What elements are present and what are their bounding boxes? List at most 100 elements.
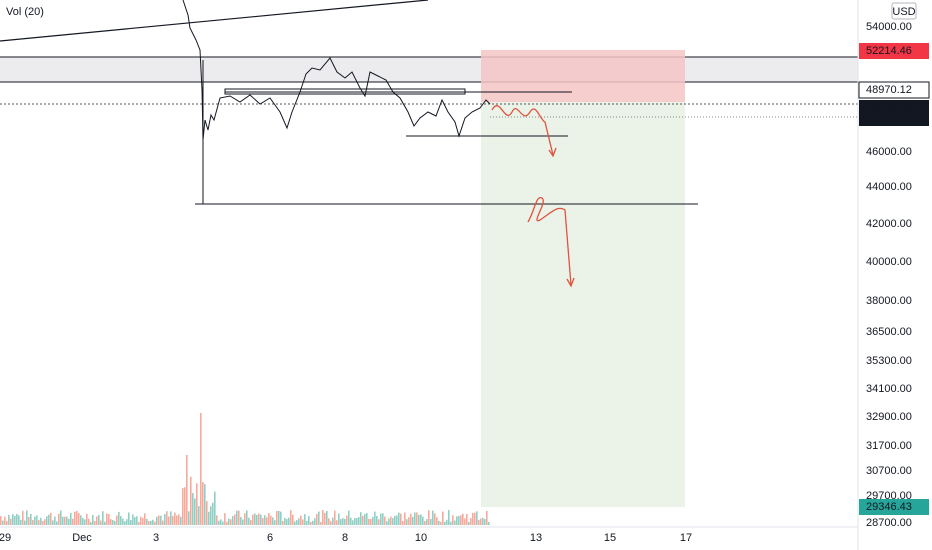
volume-bar — [448, 510, 450, 525]
volume-bar — [366, 513, 368, 525]
last-bg — [859, 100, 929, 126]
volume-bar — [100, 520, 102, 525]
volume-bar — [60, 510, 62, 525]
volume-bar — [428, 510, 430, 525]
volume-bar — [308, 516, 310, 525]
volume-bar — [68, 518, 70, 525]
volume-bar — [182, 488, 184, 525]
time-label: 17 — [680, 532, 692, 544]
volume-bar — [204, 484, 206, 525]
volume-bar — [184, 487, 186, 525]
volume-bar — [108, 514, 110, 525]
volume-bar — [352, 520, 354, 525]
volume-bar — [272, 517, 274, 525]
volume-bar — [470, 518, 472, 525]
volume-bar — [18, 515, 20, 525]
price-tag: 29346.43 — [866, 501, 912, 513]
volume-bar — [260, 514, 262, 525]
currency: USD — [892, 6, 915, 18]
volume-bar — [76, 510, 78, 525]
price-line — [182, 0, 491, 141]
volume-bar — [396, 515, 398, 525]
price-label: 35300.00 — [866, 355, 912, 367]
volume-bar — [122, 518, 124, 525]
volume-bar — [52, 520, 54, 525]
volume-bar — [296, 520, 298, 525]
volume-bar — [150, 521, 152, 525]
volume-bar — [284, 517, 286, 525]
volume-bar — [264, 515, 266, 525]
volume-bar — [372, 516, 374, 525]
volume-bar — [328, 518, 330, 525]
volume-bar — [390, 516, 392, 525]
volume-bar — [10, 518, 12, 525]
volume-bar — [286, 519, 288, 525]
volume-bar — [132, 514, 134, 525]
volume-bar — [30, 513, 32, 525]
price-label: 30700.00 — [866, 465, 912, 477]
volume-bar — [146, 518, 148, 525]
volume-bar — [342, 518, 344, 525]
time-label: 13 — [530, 532, 542, 544]
volume-bar — [134, 517, 136, 525]
volume-bar — [266, 517, 268, 525]
time-label: 8 — [342, 532, 348, 544]
volume-bar — [154, 521, 156, 525]
volume-bar — [250, 520, 252, 525]
volume-bar — [6, 521, 8, 525]
volume-bar — [218, 520, 220, 525]
volume-bar — [202, 482, 204, 525]
volume-bar — [400, 513, 402, 525]
volume-bar — [282, 520, 284, 525]
volume-bar — [118, 511, 120, 525]
volume-bar — [472, 512, 474, 525]
volume-bar — [230, 519, 232, 525]
volume-bar — [136, 516, 138, 525]
volume-bar — [128, 512, 130, 525]
volume-bar — [382, 513, 384, 525]
arrow-1 — [491, 105, 557, 158]
volume-bar — [394, 516, 396, 525]
volume-bar — [142, 517, 144, 525]
volume-bar — [402, 520, 404, 525]
volume-bar — [468, 521, 470, 525]
volume-bar — [80, 515, 82, 525]
time-label: 15 — [604, 532, 616, 544]
volume-bar — [214, 491, 216, 525]
annotation — [491, 105, 575, 288]
volume-bar — [290, 510, 292, 525]
volume-bar — [288, 517, 290, 525]
volume-bar — [164, 514, 166, 525]
volume-bar — [102, 511, 104, 525]
volume-bar — [114, 521, 116, 525]
volume-bar — [96, 516, 98, 525]
volume-bar — [238, 510, 240, 525]
price-label: 38000.00 — [866, 295, 912, 307]
volume-bar — [0, 516, 2, 525]
volume-bar — [258, 513, 260, 525]
volume-bar — [476, 511, 478, 525]
volume-bar — [364, 513, 366, 525]
volume-bar — [170, 511, 172, 525]
volume-bar — [348, 510, 350, 525]
volume-bar — [98, 514, 100, 525]
volume-bar — [176, 515, 178, 525]
volume-bar — [240, 517, 242, 525]
volume-bar — [234, 514, 236, 525]
volume-bar — [432, 510, 434, 525]
volume-bar — [452, 515, 454, 525]
volume-bar — [302, 519, 304, 525]
volume-bar — [440, 521, 442, 525]
volume-bar — [270, 515, 272, 525]
volume-bar — [212, 502, 214, 525]
volume-bar — [246, 510, 248, 525]
volume-bar — [22, 510, 24, 525]
volume-bar — [106, 513, 108, 525]
volume-bar — [370, 518, 372, 525]
volume-bar — [438, 520, 440, 525]
volume-bar — [178, 514, 180, 525]
volume-bar — [42, 521, 44, 525]
volume-bar — [484, 519, 486, 525]
volume-bar — [392, 518, 394, 525]
